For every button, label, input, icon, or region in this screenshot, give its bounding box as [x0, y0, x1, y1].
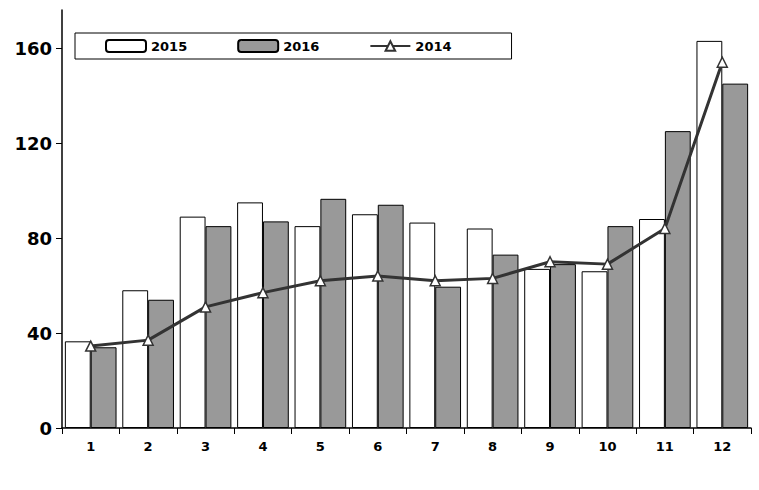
svg-text:80: 80	[27, 228, 52, 249]
svg-text:5: 5	[316, 439, 325, 454]
svg-text:3: 3	[201, 439, 210, 454]
svg-text:6: 6	[373, 439, 382, 454]
svg-text:7: 7	[431, 439, 440, 454]
svg-text:10: 10	[598, 439, 616, 454]
svg-text:0: 0	[39, 418, 52, 439]
svg-text:12: 12	[713, 439, 731, 454]
svg-text:2014: 2014	[415, 39, 451, 54]
svg-text:2015: 2015	[151, 39, 187, 54]
svg-text:2016: 2016	[283, 39, 319, 54]
svg-text:4: 4	[258, 439, 267, 454]
svg-text:40: 40	[27, 323, 52, 344]
svg-text:9: 9	[546, 439, 555, 454]
svg-text:1: 1	[86, 439, 95, 454]
svg-text:8: 8	[488, 439, 497, 454]
svg-text:11: 11	[656, 439, 674, 454]
svg-text:160: 160	[14, 38, 52, 59]
svg-text:120: 120	[14, 133, 52, 154]
svg-text:2: 2	[144, 439, 153, 454]
